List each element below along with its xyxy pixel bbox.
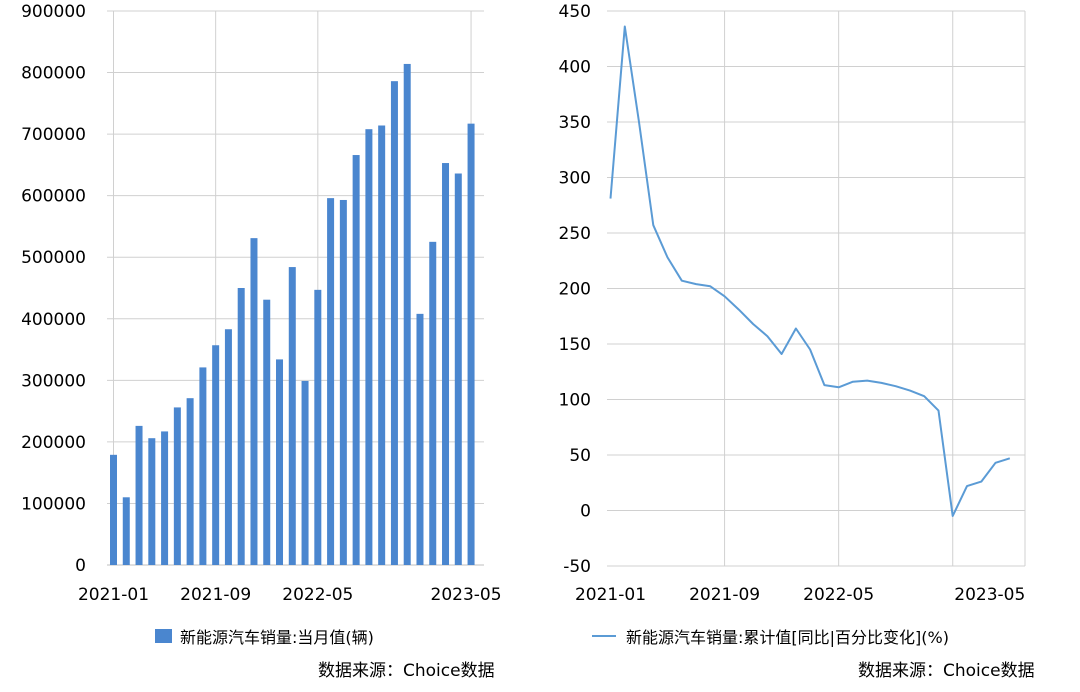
left-y-axis-ticks: 0 100000 200000 300000 400000 500000 600000 700…	[21, 2, 86, 576]
bar	[314, 289, 322, 565]
left-x-tick-label: 2021-09	[180, 585, 251, 605]
bar	[301, 380, 309, 565]
bar	[199, 367, 207, 565]
left-x-axis-ticks: 2021-01 2021-09 2022-05 2023-05	[78, 585, 502, 605]
bar	[467, 123, 475, 565]
left-y-tick-label: 200000	[21, 433, 86, 453]
bar	[148, 438, 156, 565]
right-x-tick-label: 2021-01	[575, 585, 646, 605]
bar	[186, 398, 194, 565]
right-legend: 新能源汽车销量:累计值[同比|百分比变化](%)	[592, 624, 949, 648]
left-bars	[110, 63, 475, 566]
right-y-tick-label: 350	[559, 113, 591, 133]
left-source-note: 数据来源：Choice数据	[318, 661, 495, 681]
bar	[365, 129, 373, 566]
left-y-tick-label: 900000	[21, 2, 86, 22]
right-x-axis-ticks: 2021-01 2021-09 2022-05 2023-05	[575, 585, 1025, 605]
left-y-tick-label: 500000	[21, 248, 86, 268]
left-y-tick-label: 300000	[21, 371, 86, 391]
right-y-tick-label: 0	[580, 502, 591, 522]
right-series-line	[609, 25, 1011, 517]
left-legend-label: 新能源汽车销量:当月值(辆)	[180, 628, 374, 647]
bar	[390, 81, 398, 565]
left-x-tick-label: 2021-01	[78, 585, 149, 605]
right-y-tick-label: 100	[559, 391, 591, 411]
left-y-tick-label: 700000	[21, 125, 86, 145]
bar	[250, 238, 258, 565]
bar	[442, 163, 450, 565]
left-y-tick-label: 100000	[21, 494, 86, 514]
right-y-axis-ticks: -50 0 50 100 150 200 250 300 350 400 450	[559, 2, 591, 577]
right-gridlines	[607, 10, 1026, 567]
right-legend-line-swatch	[592, 635, 616, 637]
right-x-tick-label: 2023-05	[954, 585, 1025, 605]
bar	[352, 155, 360, 566]
series-line	[609, 25, 1011, 517]
bar	[339, 199, 347, 565]
left-y-tick-label: 800000	[21, 64, 86, 84]
right-y-tick-label: 150	[559, 335, 591, 355]
left-legend-bar-swatch	[155, 629, 172, 643]
right-y-tick-label: 300	[559, 169, 591, 189]
bar	[416, 313, 424, 565]
bar	[173, 407, 181, 565]
right-y-tick-label: 50	[569, 446, 591, 466]
bar	[237, 288, 245, 565]
bar	[288, 267, 296, 565]
bar	[454, 173, 462, 566]
right-x-tick-label: 2022-05	[803, 585, 874, 605]
left-x-tick-label: 2022-05	[282, 585, 353, 605]
bar	[403, 63, 411, 566]
left-y-tick-label: 0	[75, 556, 86, 576]
bar	[212, 345, 220, 565]
bar	[327, 198, 335, 565]
right-y-tick-label: 250	[559, 224, 591, 244]
left-bar-chart: 0 100000 200000 300000 400000 500000 600000 700…	[21, 2, 501, 605]
left-y-tick-label: 600000	[21, 187, 86, 207]
bar	[110, 454, 117, 565]
left-legend: 新能源汽车销量:当月值(辆)	[155, 624, 374, 648]
bar	[224, 329, 232, 565]
bar	[378, 125, 386, 565]
bar	[135, 425, 143, 565]
right-x-tick-label: 2021-09	[689, 585, 760, 605]
bar	[161, 431, 169, 565]
right-y-tick-label: 400	[559, 58, 591, 78]
bar	[276, 359, 284, 565]
right-source-note: 数据来源：Choice数据	[858, 661, 1035, 681]
right-y-tick-label: 200	[559, 280, 591, 300]
left-y-tick-label: 400000	[21, 310, 86, 330]
right-y-tick-label: -50	[563, 557, 591, 577]
right-y-tick-label: 450	[559, 2, 591, 22]
bar	[263, 299, 271, 565]
bar	[122, 497, 130, 565]
left-x-tick-label: 2023-05	[431, 585, 502, 605]
bar	[429, 241, 437, 566]
right-legend-label: 新能源汽车销量:累计值[同比|百分比变化](%)	[626, 628, 949, 647]
